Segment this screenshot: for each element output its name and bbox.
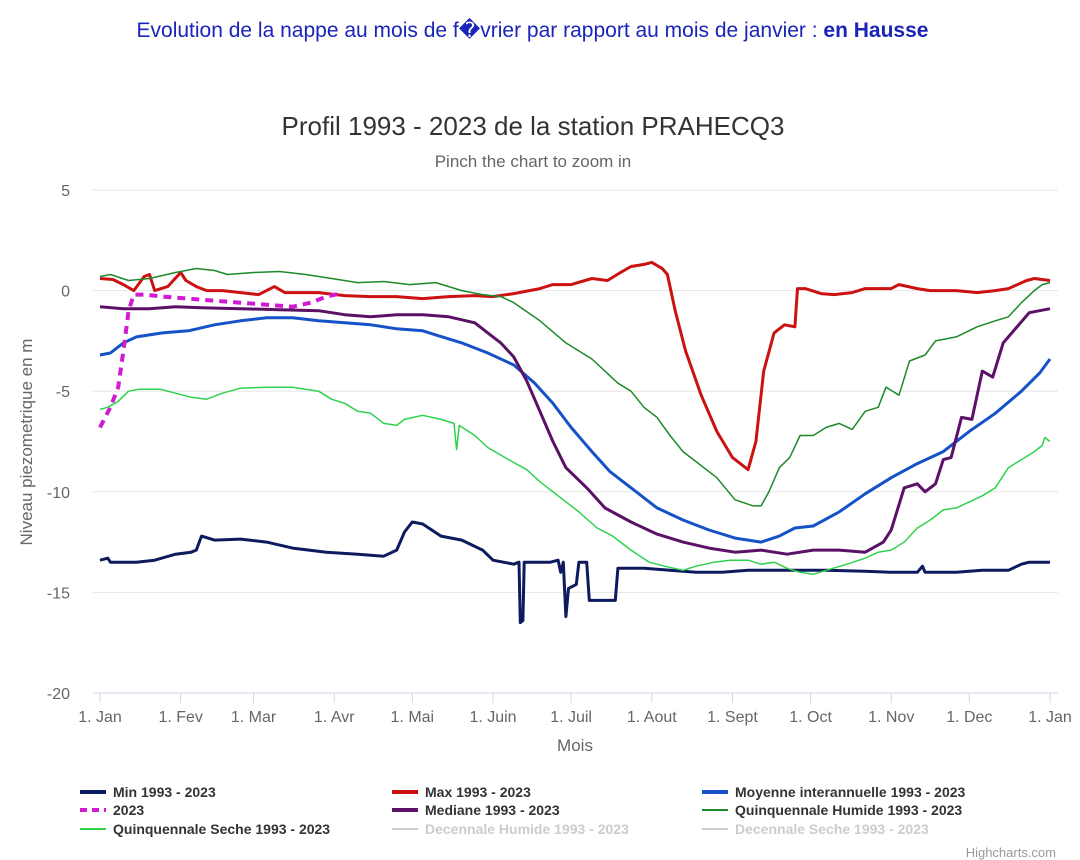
y-tick-label: -10 [47, 485, 70, 502]
x-tick-label: 1. Sept [707, 709, 758, 726]
x-axis: 1. Jan 1. Fev 1. Mar 1. Avr 1. Mai 1. Juin 1. … [78, 693, 1072, 726]
x-tick-label: 1. Jan [78, 709, 122, 726]
legend: Min 1993 - 2023 Max 1993 - 2023 Moyenne in… [80, 784, 966, 837]
x-tick-label: 1. Dec [946, 709, 992, 726]
chart-subtitle: Pinch the chart to zoom in [435, 152, 632, 171]
legend-item[interactable]: Min 1993 - 2023 [113, 784, 216, 800]
y-tick-label: -20 [47, 686, 70, 703]
trend-header-text: Evolution de la nappe au mois de f�vrier… [136, 19, 824, 42]
x-tick-label: 1. Fev [158, 709, 202, 726]
x-tick-label: 1. Mai [391, 709, 435, 726]
y-tick-label: -5 [56, 384, 70, 401]
highcharts-credit[interactable]: Highcharts.com [965, 845, 1056, 860]
series-line[interactable] [98, 291, 340, 429]
x-tick-label: 1. Juil [550, 709, 592, 726]
y-tick-label: 0 [61, 284, 70, 301]
grid-lines [93, 189, 1058, 694]
legend-item[interactable]: Quinquennale Humide 1993 - 2023 [735, 802, 962, 818]
x-tick-label: 1. Nov [868, 709, 914, 726]
trend-value: en Hausse [823, 19, 929, 42]
series-line[interactable] [99, 305, 1051, 556]
x-tick-label: 1. Aout [627, 709, 677, 726]
x-tick-label: 1. Avr [314, 709, 355, 726]
y-axis-title: Niveau piezometrique en m [17, 339, 36, 546]
y-tick-label: -15 [47, 585, 70, 602]
legend-item[interactable]: 2023 [113, 802, 144, 818]
trend-header: Evolution de la nappe au mois de f�vrier… [0, 18, 1065, 43]
legend-item[interactable]: Mediane 1993 - 2023 [425, 802, 560, 818]
x-axis-title: Mois [557, 736, 593, 755]
x-tick-label: 1. Oct [789, 709, 832, 726]
legend-item[interactable]: Decennale Humide 1993 - 2023 [425, 821, 629, 837]
legend-item[interactable]: Max 1993 - 2023 [425, 784, 531, 800]
series-line[interactable] [99, 316, 1052, 544]
legend-item[interactable]: Moyenne interannuelle 1993 - 2023 [735, 784, 966, 800]
x-tick-label: 1. Jan [1028, 709, 1072, 726]
series-line[interactable] [99, 520, 1050, 625]
series-line[interactable] [99, 260, 1051, 472]
y-axis-labels: 5 0 -5 -10 -15 -20 [47, 183, 70, 703]
legend-item[interactable]: Quinquennale Seche 1993 - 2023 [113, 821, 330, 837]
x-tick-label: 1. Juin [469, 709, 516, 726]
series-lines [98, 260, 1052, 625]
x-tick-label: 1. Mar [231, 709, 277, 726]
y-tick-label: 5 [61, 183, 70, 200]
series-line[interactable] [99, 386, 1051, 576]
legend-item[interactable]: Decennale Seche 1993 - 2023 [735, 821, 929, 837]
chart-title: Profil 1993 - 2023 de la station PRAHECQ… [282, 111, 785, 141]
series-line[interactable] [99, 267, 1051, 507]
